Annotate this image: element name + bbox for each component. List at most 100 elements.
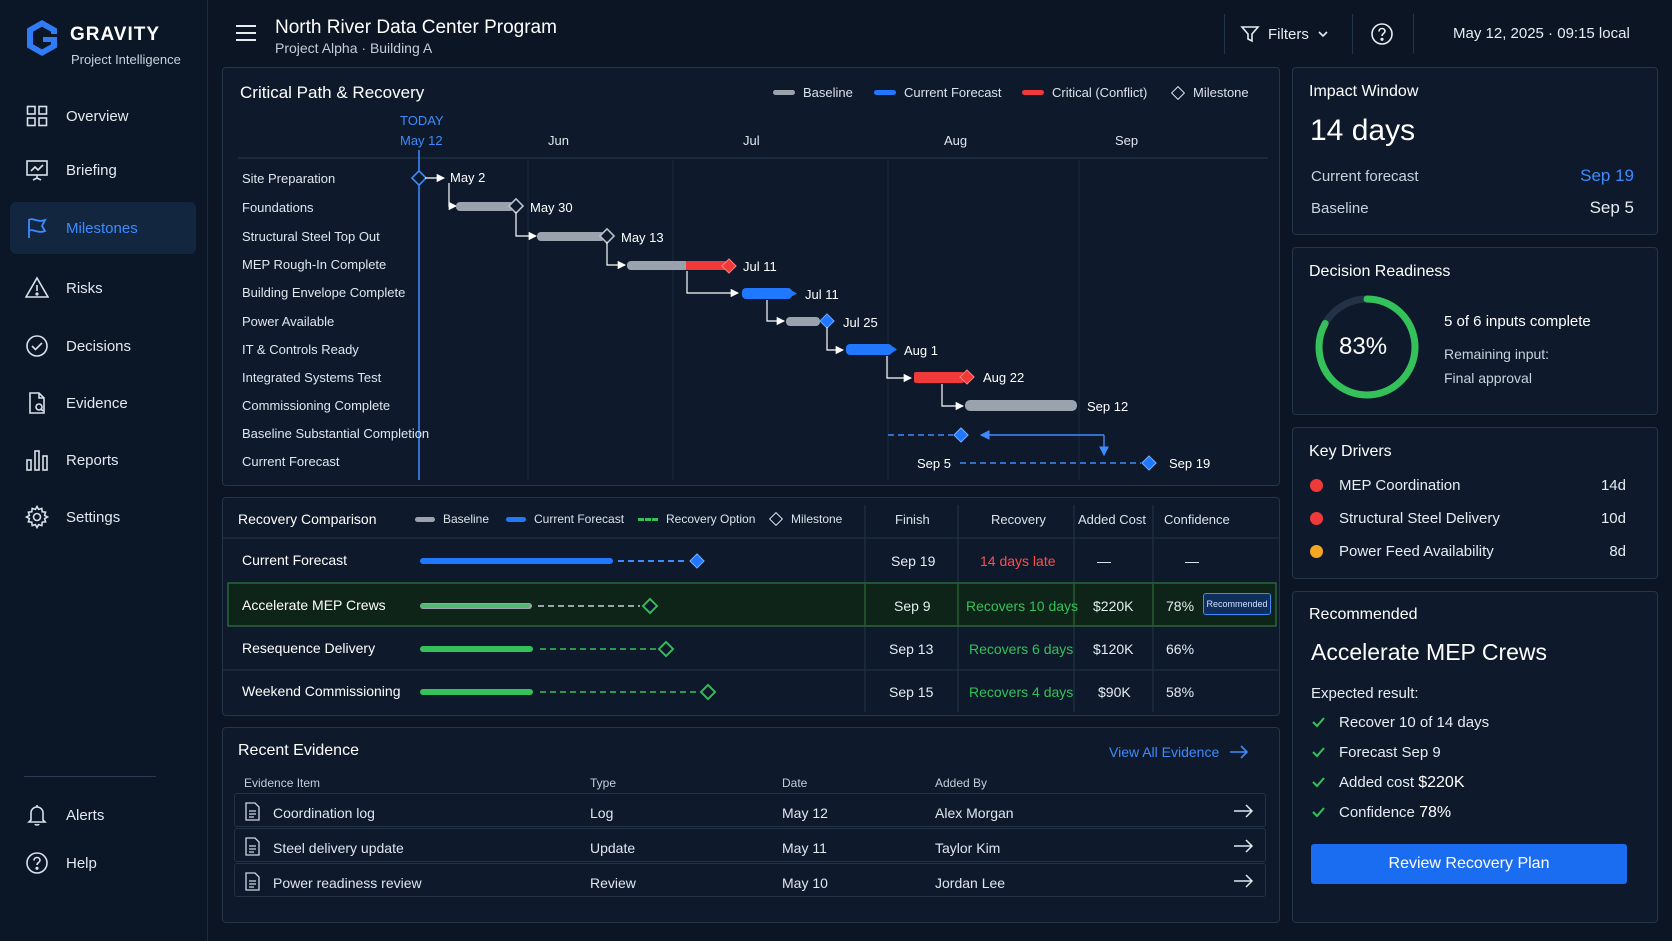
column-header-date: Date [782, 776, 808, 790]
sidebar-item-briefing[interactable]: Briefing [10, 144, 196, 196]
recovery-option-name[interactable]: Weekend Commissioning [242, 683, 401, 699]
task-label: Power Available [242, 314, 335, 329]
milestone-marker [410, 169, 428, 187]
task-label: Integrated Systems Test [242, 370, 382, 385]
forecast-bar-tip [787, 288, 797, 299]
view-all-evidence-link[interactable]: View All Evidence [1109, 744, 1249, 760]
recent-evidence-panel [222, 727, 1280, 923]
warning-icon [24, 275, 50, 301]
milestone-date: Jul 11 [805, 287, 839, 302]
recovery-bar [420, 646, 533, 652]
cost-cell: $120K [1093, 641, 1134, 657]
finish-cell: Sep 19 [891, 553, 936, 569]
column-header-confidence: Confidence [1164, 512, 1230, 527]
result-item: Added cost $220K [1339, 774, 1465, 791]
driver-days: 8d [1609, 543, 1626, 560]
current-forecast-value: Sep 19 [1580, 166, 1634, 185]
confidence-cell: 66% [1166, 641, 1195, 657]
evidence-type: Log [590, 805, 614, 821]
finish-cell: Sep 15 [889, 684, 934, 700]
baseline-bar [627, 261, 689, 270]
forecast-bar [846, 344, 892, 355]
sidebar-item-decisions[interactable]: Decisions [10, 320, 196, 372]
filters-label: Filters [1268, 25, 1309, 43]
bell-icon [24, 802, 50, 828]
baseline-bar [965, 400, 1077, 411]
milestone-marker [657, 640, 675, 658]
impact-value: 14 days [1310, 114, 1416, 147]
expected-result-label: Expected result: [1311, 685, 1419, 702]
driver-name[interactable]: MEP Coordination [1339, 477, 1461, 494]
recommended-title: Recommended [1309, 606, 1418, 623]
recovery-option-name[interactable]: Current Forecast [242, 552, 348, 568]
evidence-row[interactable] [234, 793, 1266, 827]
readiness-summary: 5 of 6 inputs complete [1444, 313, 1591, 330]
legend-critical: Critical (Conflict) [1022, 85, 1147, 100]
gear-icon [24, 504, 50, 530]
sidebar-item-overview[interactable]: Overview [10, 90, 196, 142]
critical-path-panel [222, 67, 1280, 486]
legend-milestone: Milestone [768, 511, 843, 527]
milestone-date: Sep 19 [1169, 456, 1211, 471]
flag-icon [24, 215, 50, 241]
evidence-row[interactable] [234, 863, 1266, 897]
month-label: Jun [548, 133, 569, 148]
month-label: Aug [944, 133, 968, 148]
legend-label: Milestone [791, 512, 843, 526]
recovery-option-name[interactable]: Accelerate MEP Crews [242, 597, 386, 613]
month-label: Jul [743, 133, 760, 148]
evidence-type: Review [590, 875, 636, 891]
confidence-cell: 58% [1166, 684, 1195, 700]
task-label: Current Forecast [242, 454, 340, 469]
sidebar-item-risks[interactable]: Risks [10, 262, 196, 314]
task-label: MEP Rough-In Complete [242, 257, 387, 272]
recovery-option-name[interactable]: Resequence Delivery [242, 640, 376, 656]
milestone-marker [699, 683, 717, 701]
dependency-arrow [448, 183, 458, 211]
critical-path-title: Critical Path & Recovery [240, 83, 425, 102]
milestone-date: Jul 11 [743, 259, 777, 274]
critical-bar [686, 261, 728, 270]
remaining-label: Remaining input: [1444, 346, 1550, 362]
sidebar-item-label: Briefing [66, 161, 117, 179]
sidebar-item-label: Alerts [66, 806, 105, 824]
sidebar-item-reports[interactable]: Reports [10, 434, 196, 486]
brand-logo[interactable]: GRAVITY Project Intelligence [24, 18, 194, 70]
driver-name[interactable]: Structural Steel Delivery [1339, 510, 1500, 527]
legend-label: Milestone [1193, 85, 1249, 100]
cost-cell: — [1097, 553, 1111, 569]
evidence-row[interactable] [234, 828, 1266, 862]
milestone-date: Aug 22 [983, 370, 1025, 385]
current-forecast-label: Current forecast [1311, 168, 1419, 185]
driver-days: 14d [1600, 477, 1626, 494]
driver-name[interactable]: Power Feed Availability [1339, 543, 1494, 560]
sidebar-item-evidence[interactable]: Evidence [10, 377, 196, 429]
review-recovery-plan-button[interactable]: Review Recovery Plan [1311, 844, 1627, 884]
sidebar-item-milestones[interactable]: Milestones [10, 202, 196, 254]
driver-status-dot [1310, 512, 1323, 525]
sidebar-item-help[interactable]: Help [10, 837, 196, 889]
page-subtitle: Project Alpha · Building A [275, 40, 433, 56]
legend-label: Critical (Conflict) [1052, 85, 1148, 100]
sidebar-item-settings[interactable]: Settings [10, 491, 196, 543]
task-label: Site Preparation [242, 171, 336, 186]
evidence-item: Power readiness review [273, 875, 422, 891]
recovery-bar [420, 604, 530, 608]
sidebar-item-alerts[interactable]: Alerts [10, 789, 196, 841]
sidebar-item-label: Help [66, 854, 97, 872]
sidebar-item-label: Evidence [66, 394, 128, 412]
baseline-swatch [415, 516, 435, 522]
filters-button[interactable]: Filters [1240, 22, 1329, 46]
recovery-bar [420, 689, 533, 695]
recovery-cell: 14 days late [980, 553, 1056, 569]
grid-icon [24, 103, 50, 129]
legend-label: Recovery Option [666, 512, 756, 526]
driver-status-dot [1310, 545, 1323, 558]
task-label: Structural Steel Top Out [242, 229, 380, 244]
header-help-button[interactable] [1370, 22, 1394, 46]
menu-button[interactable] [234, 22, 258, 44]
evidence-date: May 10 [782, 875, 828, 891]
task-label: Baseline Substantial Completion [242, 426, 430, 441]
